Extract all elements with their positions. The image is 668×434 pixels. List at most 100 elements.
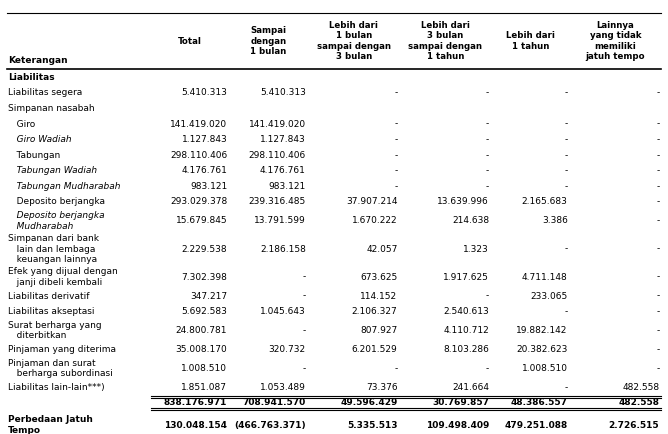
Text: -: - [656, 135, 659, 144]
Text: -: - [394, 151, 397, 160]
Text: 7.302.398: 7.302.398 [182, 273, 227, 282]
Text: Simpanan nasabah: Simpanan nasabah [8, 104, 95, 113]
Text: Liabilitas lain-lain***): Liabilitas lain-lain***) [8, 383, 105, 392]
Text: Liabilitas: Liabilitas [8, 73, 55, 82]
Text: Simpanan dari bank
   lain dan lembaga
   keuangan lainnya: Simpanan dari bank lain dan lembaga keua… [8, 234, 99, 264]
Text: 1.917.625: 1.917.625 [444, 273, 489, 282]
Text: 2.540.613: 2.540.613 [444, 307, 489, 316]
Text: Tabungan: Tabungan [8, 151, 60, 160]
Text: 5.692.583: 5.692.583 [182, 307, 227, 316]
Text: -: - [486, 135, 489, 144]
Text: 673.625: 673.625 [360, 273, 397, 282]
Text: 24.800.781: 24.800.781 [176, 326, 227, 335]
Text: 13.791.599: 13.791.599 [254, 217, 306, 226]
Text: 1.127.843: 1.127.843 [260, 135, 306, 144]
Text: 109.498.409: 109.498.409 [426, 421, 489, 430]
Text: -: - [656, 307, 659, 316]
Text: Giro: Giro [8, 119, 35, 128]
Text: Perbedaan Jatuh
Tempo: Perbedaan Jatuh Tempo [8, 415, 93, 434]
Text: Deposito berjangka: Deposito berjangka [8, 197, 105, 207]
Text: -: - [564, 307, 568, 316]
Text: -: - [486, 151, 489, 160]
Text: -: - [564, 244, 568, 253]
Text: 1.670.222: 1.670.222 [352, 217, 397, 226]
Text: 13.639.996: 13.639.996 [438, 197, 489, 207]
Text: 130.048.154: 130.048.154 [164, 421, 227, 430]
Text: 15.679.845: 15.679.845 [176, 217, 227, 226]
Text: -: - [564, 151, 568, 160]
Text: 8.103.286: 8.103.286 [444, 345, 489, 354]
Text: 49.596.429: 49.596.429 [340, 398, 397, 407]
Text: -: - [656, 292, 659, 301]
Text: -: - [303, 326, 306, 335]
Text: 5.335.513: 5.335.513 [347, 421, 397, 430]
Text: 298.110.406: 298.110.406 [170, 151, 227, 160]
Text: Sampai
dengan
1 bulan: Sampai dengan 1 bulan [250, 26, 287, 56]
Text: -: - [564, 166, 568, 175]
Text: Liabilitas segera: Liabilitas segera [8, 89, 82, 97]
Text: -: - [656, 166, 659, 175]
Text: (466.763.371): (466.763.371) [234, 421, 306, 430]
Text: 3.386: 3.386 [542, 217, 568, 226]
Text: 2.165.683: 2.165.683 [522, 197, 568, 207]
Text: 320.732: 320.732 [269, 345, 306, 354]
Text: Pinjaman dan surat
   berharga subordinasi: Pinjaman dan surat berharga subordinasi [8, 359, 113, 378]
Text: 35.008.170: 35.008.170 [176, 345, 227, 354]
Text: 1.323: 1.323 [464, 244, 489, 253]
Text: 4.176.761: 4.176.761 [260, 166, 306, 175]
Text: Efek yang dijual dengan
   janji dibeli kembali: Efek yang dijual dengan janji dibeli kem… [8, 267, 118, 287]
Text: 838.176.971: 838.176.971 [164, 398, 227, 407]
Text: 239.316.485: 239.316.485 [248, 197, 306, 207]
Text: -: - [656, 151, 659, 160]
Text: 141.419.020: 141.419.020 [248, 119, 306, 128]
Text: -: - [394, 119, 397, 128]
Text: Total: Total [178, 36, 202, 46]
Text: -: - [656, 217, 659, 226]
Text: 4.176.761: 4.176.761 [182, 166, 227, 175]
Text: 2.726.515: 2.726.515 [609, 421, 659, 430]
Text: -: - [656, 364, 659, 373]
Text: 708.941.570: 708.941.570 [242, 398, 306, 407]
Text: Lebih dari
1 tahun: Lebih dari 1 tahun [506, 31, 555, 51]
Text: 19.882.142: 19.882.142 [516, 326, 568, 335]
Text: 1.053.489: 1.053.489 [260, 383, 306, 392]
Text: 1.851.087: 1.851.087 [181, 383, 227, 392]
Text: -: - [656, 273, 659, 282]
Text: Lebih dari
1 bulan
sampai dengan
3 bulan: Lebih dari 1 bulan sampai dengan 3 bulan [317, 21, 391, 61]
Text: Keterangan: Keterangan [8, 56, 67, 65]
Text: -: - [656, 119, 659, 128]
Text: -: - [564, 89, 568, 97]
Text: 233.065: 233.065 [530, 292, 568, 301]
Text: 30.769.857: 30.769.857 [432, 398, 489, 407]
Text: -: - [394, 166, 397, 175]
Text: -: - [486, 292, 489, 301]
Text: 141.419.020: 141.419.020 [170, 119, 227, 128]
Text: 5.410.313: 5.410.313 [260, 89, 306, 97]
Text: -: - [486, 119, 489, 128]
Text: 479.251.088: 479.251.088 [504, 421, 568, 430]
Text: -: - [564, 135, 568, 144]
Text: 73.376: 73.376 [366, 383, 397, 392]
Text: 48.386.557: 48.386.557 [510, 398, 568, 407]
Text: 293.029.378: 293.029.378 [170, 197, 227, 207]
Text: -: - [564, 383, 568, 392]
Text: Lainnya
yang tidak
memiliki
jatuh tempo: Lainnya yang tidak memiliki jatuh tempo [586, 21, 645, 61]
Text: -: - [303, 273, 306, 282]
Text: 1.008.510: 1.008.510 [522, 364, 568, 373]
Text: 5.410.313: 5.410.313 [182, 89, 227, 97]
Text: Tabungan Wadiah: Tabungan Wadiah [8, 166, 97, 175]
Text: Tabungan Mudharabah: Tabungan Mudharabah [8, 182, 120, 191]
Text: Liabilitas derivatif: Liabilitas derivatif [8, 292, 90, 301]
Text: -: - [486, 182, 489, 191]
Text: 983.121: 983.121 [269, 182, 306, 191]
Text: -: - [394, 89, 397, 97]
Text: 1.008.510: 1.008.510 [181, 364, 227, 373]
Text: 37.907.214: 37.907.214 [346, 197, 397, 207]
Text: 807.927: 807.927 [360, 326, 397, 335]
Text: -: - [656, 197, 659, 207]
Text: 6.201.529: 6.201.529 [352, 345, 397, 354]
Text: 347.217: 347.217 [190, 292, 227, 301]
Text: 1.127.843: 1.127.843 [182, 135, 227, 144]
Text: -: - [656, 89, 659, 97]
Text: -: - [303, 292, 306, 301]
